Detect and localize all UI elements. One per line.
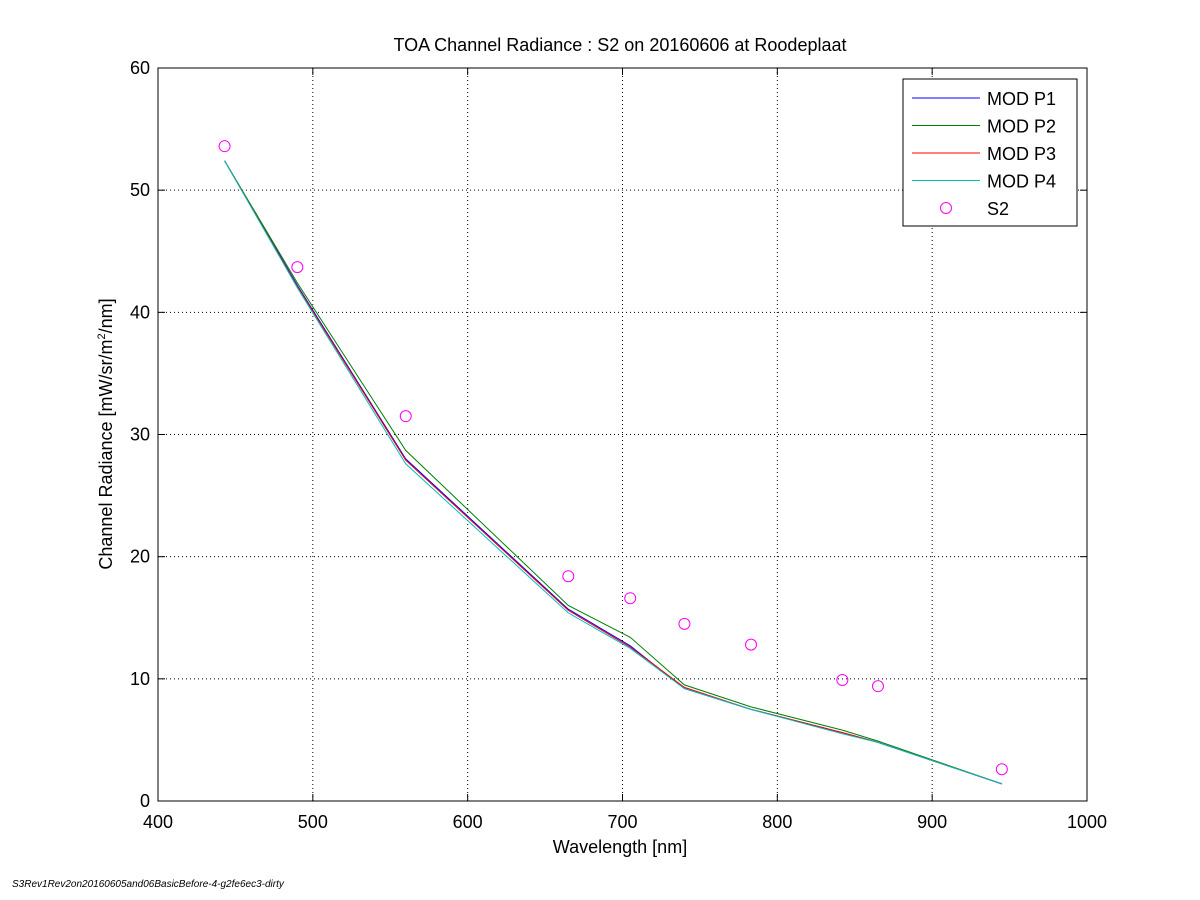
legend-label-mod-p3: MOD P3 bbox=[987, 144, 1056, 164]
y-tick-label: 30 bbox=[130, 425, 150, 445]
footer-note: S3Rev1Rev2on20160605and06BasicBefore-4-g… bbox=[12, 879, 284, 890]
chart-title: TOA Channel Radiance : S2 on 20160606 at… bbox=[393, 35, 846, 55]
y-axis-label-tail: /nm] bbox=[96, 298, 116, 333]
series-point-s2 bbox=[291, 261, 304, 274]
legend-swatch-s2 bbox=[940, 202, 952, 214]
x-tick-label: 700 bbox=[607, 812, 637, 832]
plot-series bbox=[218, 140, 1008, 785]
y-tick-label: 20 bbox=[130, 547, 150, 567]
series-line-mod-p2 bbox=[224, 160, 1002, 785]
legend: MOD P1 MOD P2 MOD P3 MOD P4 S2 bbox=[902, 78, 1078, 227]
legend-label-s2: S2 bbox=[987, 199, 1009, 219]
series-point-s2 bbox=[624, 592, 637, 605]
series-line-mod-p1 bbox=[224, 160, 1002, 785]
y-tick-label: 40 bbox=[130, 302, 150, 322]
axis-ticks: 400 500 600 700 800 900 1000 0 10 20 30 40 50 60 bbox=[130, 58, 1107, 832]
legend-label-mod-p4: MOD P4 bbox=[987, 172, 1056, 192]
y-tick-label: 0 bbox=[140, 791, 150, 811]
y-tick-label: 10 bbox=[130, 669, 150, 689]
x-axis-label: Wavelength [nm] bbox=[553, 837, 687, 857]
series-line-mod-p4 bbox=[224, 160, 1002, 785]
legend-label-mod-p1: MOD P1 bbox=[987, 89, 1056, 109]
series-line-mod-p3 bbox=[224, 160, 1002, 785]
y-axis-label-superscript: 2 bbox=[96, 333, 108, 339]
y-axis-label-main: Channel Radiance [mW/sr/m bbox=[96, 340, 116, 570]
y-tick-label: 60 bbox=[130, 58, 150, 78]
series-point-s2 bbox=[745, 638, 758, 651]
x-tick-label: 800 bbox=[762, 812, 792, 832]
x-tick-label: 600 bbox=[453, 812, 483, 832]
x-tick-label: 1000 bbox=[1067, 812, 1107, 832]
series-point-s2 bbox=[562, 570, 575, 583]
y-tick-label: 50 bbox=[130, 180, 150, 200]
x-tick-label: 900 bbox=[917, 812, 947, 832]
series-point-s2 bbox=[399, 410, 412, 423]
x-tick-label: 400 bbox=[143, 812, 173, 832]
series-point-s2 bbox=[871, 680, 884, 693]
x-tick-label: 500 bbox=[298, 812, 328, 832]
series-point-s2 bbox=[836, 674, 849, 687]
y-axis-label: Channel Radiance [mW/sr/m2/nm] bbox=[96, 298, 116, 569]
legend-label-mod-p2: MOD P2 bbox=[987, 117, 1056, 137]
series-point-s2 bbox=[678, 617, 691, 630]
series-point-s2 bbox=[218, 140, 231, 153]
series-point-s2 bbox=[995, 763, 1008, 776]
grid-lines bbox=[158, 68, 1087, 801]
